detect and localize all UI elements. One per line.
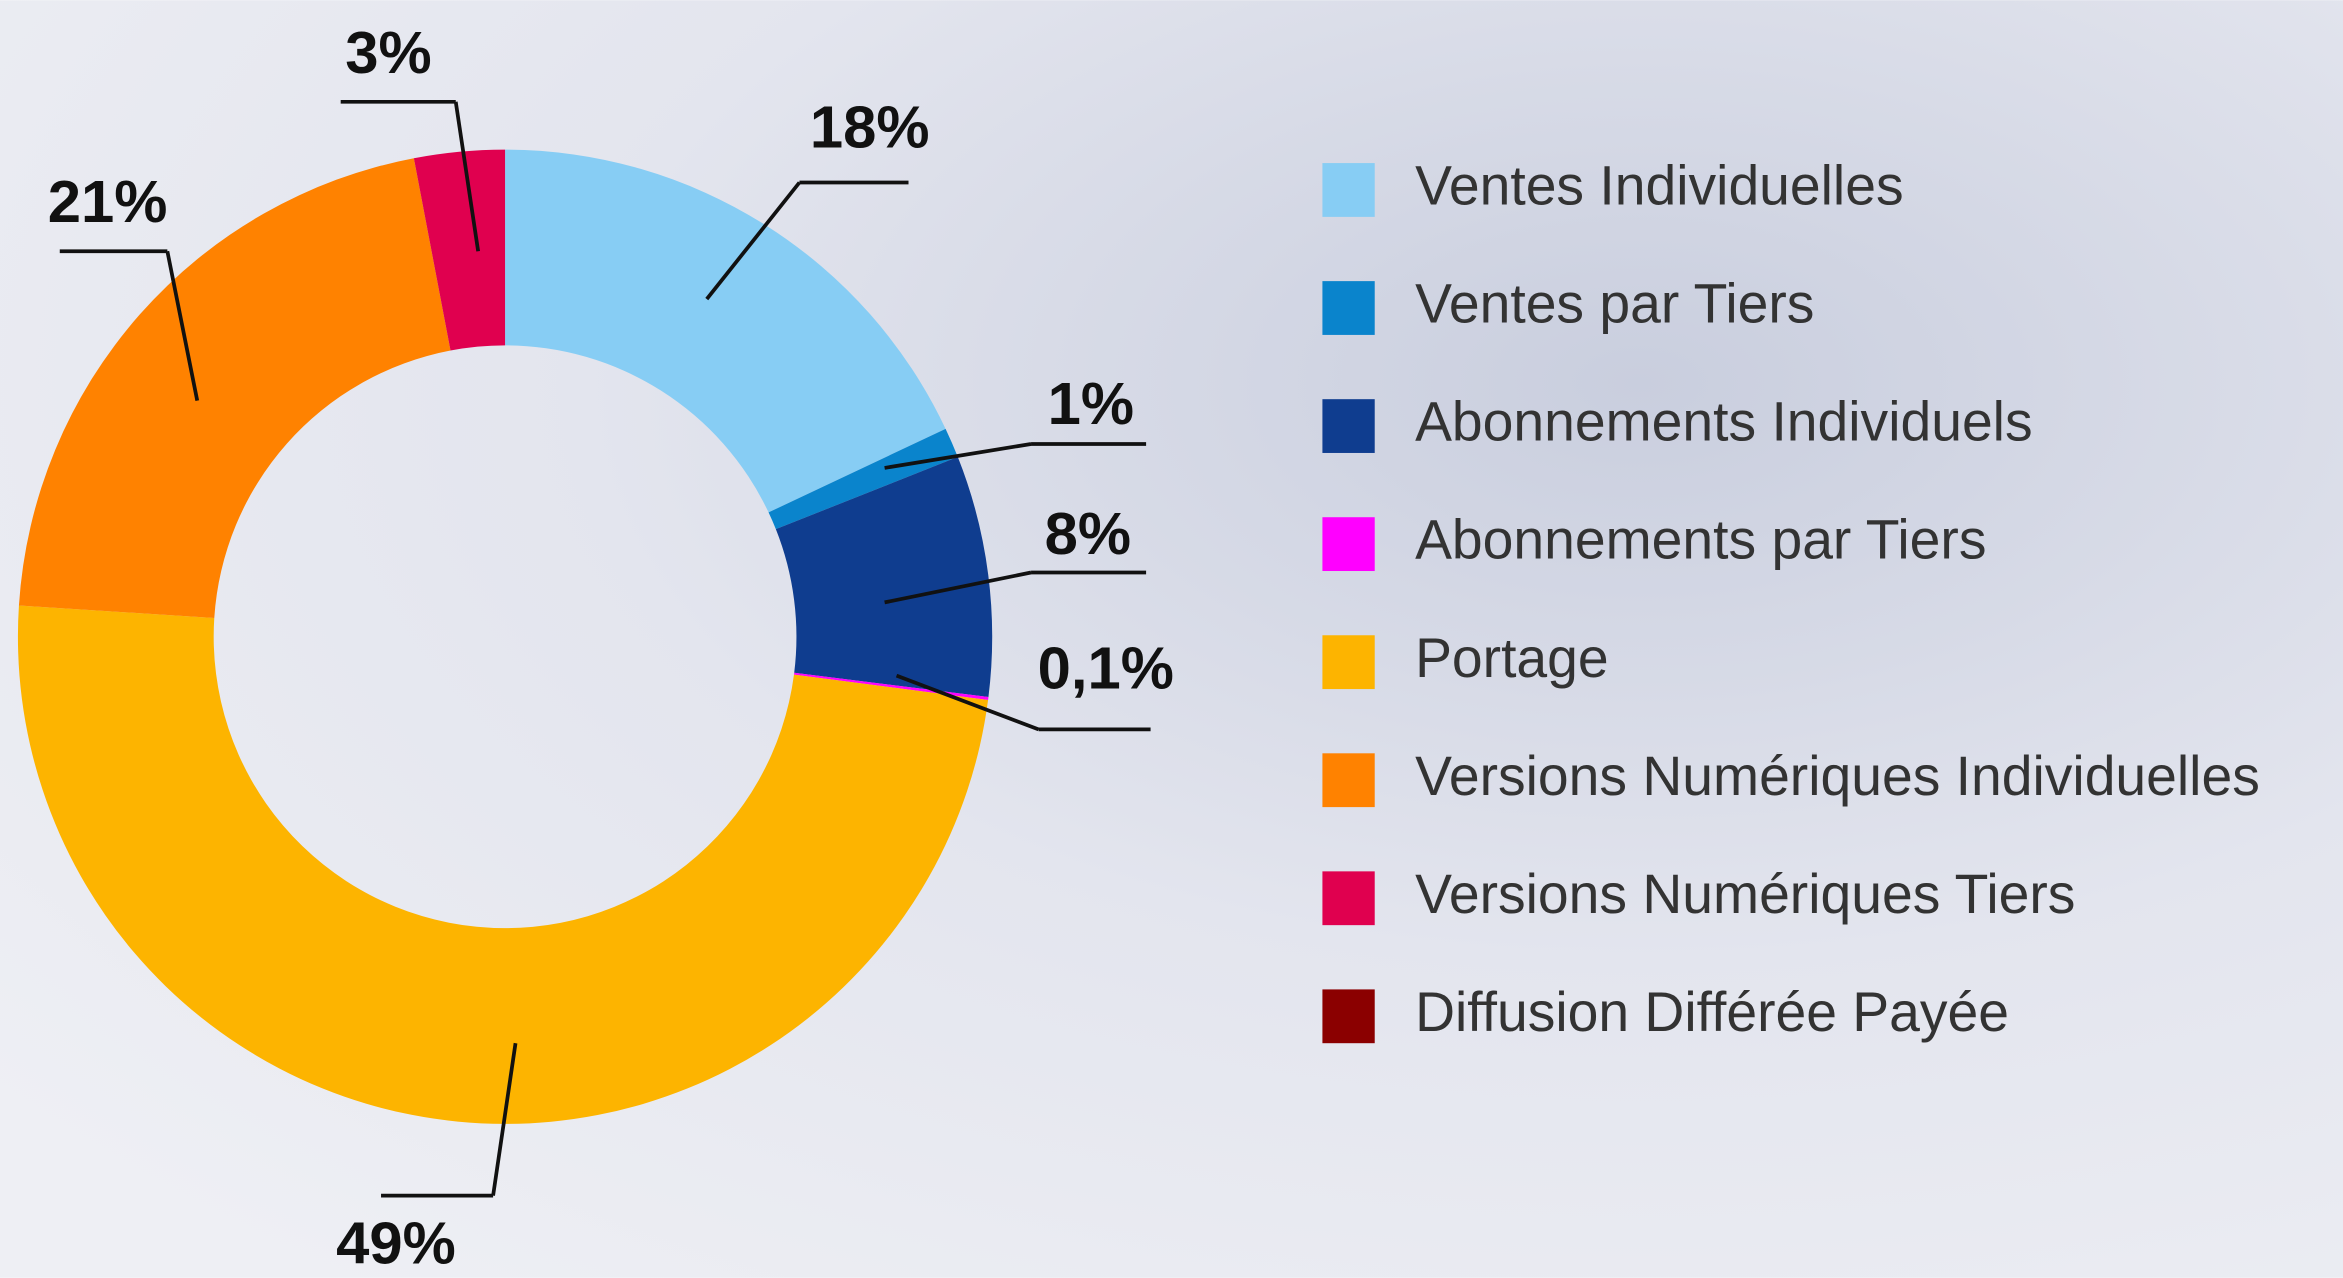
donut-slice (18, 158, 451, 619)
donut-slice (17, 605, 989, 1124)
legend-swatch (1322, 281, 1375, 335)
leader-line (491, 1042, 518, 1196)
data-label: 1% (1048, 370, 1134, 437)
leader-line (884, 570, 1032, 605)
legend-swatch (1322, 753, 1375, 808)
legend-swatch (1322, 635, 1375, 690)
data-label: 21% (48, 168, 168, 235)
legend-swatch (1322, 517, 1375, 572)
data-label: 0,1% (1038, 634, 1174, 701)
data-label: 3% (345, 19, 431, 86)
donut-slice (505, 149, 946, 513)
data-labels: 18% 1% 8% 0,1% 49% 21% 3% (48, 19, 1174, 1277)
legend-swatch (1322, 163, 1375, 217)
data-label: 8% (1045, 500, 1131, 567)
data-label: 49% (336, 1210, 456, 1277)
legend-swatch (1322, 871, 1375, 926)
donut-slice (768, 428, 958, 530)
legend: Ventes Individuelles Ventes par Tiers Abon… (1322, 155, 2260, 1044)
legend-label: Versions Numériques Individuelles (1415, 745, 2260, 807)
donut-slice (775, 456, 993, 697)
donut-slice (413, 149, 506, 351)
legend-swatch (1322, 399, 1375, 453)
data-label: 18% (810, 93, 930, 160)
leader-line (453, 101, 481, 252)
legend-label: Diffusion Différée Payée (1415, 981, 2009, 1043)
leader-line (165, 250, 200, 402)
legend-label: Ventes Individuelles (1415, 155, 1904, 217)
leader-line (884, 442, 1032, 470)
leader-line (705, 181, 801, 301)
legend-label: Abonnements Individuels (1415, 391, 2033, 453)
legend-label: Ventes par Tiers (1415, 273, 1814, 335)
legend-label: Versions Numériques Tiers (1415, 863, 2075, 925)
donut (17, 149, 993, 1124)
legend-label: Abonnements par Tiers (1415, 509, 1986, 571)
legend-label: Portage (1415, 627, 1609, 689)
legend-swatch (1322, 989, 1375, 1044)
leader-line (895, 673, 1040, 732)
